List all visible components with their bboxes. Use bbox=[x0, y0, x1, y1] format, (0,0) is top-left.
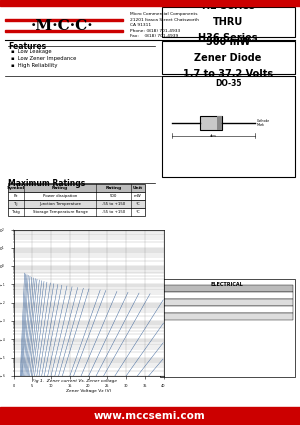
Bar bbox=[8, 200, 145, 208]
Bar bbox=[162, 306, 293, 313]
Bar bbox=[162, 7, 295, 37]
Text: DO-35: DO-35 bbox=[215, 79, 241, 88]
Text: 500: 500 bbox=[110, 194, 117, 198]
Text: www.mccsemi.com: www.mccsemi.com bbox=[94, 411, 206, 421]
Text: Tj: Tj bbox=[14, 202, 18, 206]
X-axis label: Zener Voltage Vz (V): Zener Voltage Vz (V) bbox=[66, 389, 111, 393]
Bar bbox=[5, 19, 123, 21]
Text: Pz: Pz bbox=[14, 194, 18, 198]
Text: H2 Series
THRU
H36 Series: H2 Series THRU H36 Series bbox=[198, 1, 258, 42]
Text: 500 mW
Zener Diode
1.7 to 37.2 Volts: 500 mW Zener Diode 1.7 to 37.2 Volts bbox=[183, 37, 273, 79]
Text: ·M·C·C·: ·M·C·C· bbox=[31, 19, 93, 33]
Text: Cathode
Mark: Cathode Mark bbox=[257, 119, 270, 128]
Text: Unit: Unit bbox=[133, 186, 143, 190]
Bar bbox=[162, 76, 295, 177]
Text: Power dissipation: Power dissipation bbox=[43, 194, 77, 198]
Text: ▪  Low Zener Impedance: ▪ Low Zener Impedance bbox=[11, 56, 76, 61]
Bar bbox=[200, 116, 222, 130]
Bar bbox=[0, 407, 300, 425]
Bar bbox=[162, 292, 293, 299]
Bar bbox=[5, 29, 123, 32]
Bar bbox=[162, 285, 293, 292]
Bar bbox=[160, 279, 295, 377]
Bar bbox=[162, 313, 293, 320]
Bar bbox=[8, 184, 145, 192]
Text: Junction Temperature: Junction Temperature bbox=[39, 202, 81, 206]
Text: Tstg: Tstg bbox=[12, 210, 20, 214]
Bar bbox=[217, 116, 222, 130]
Text: Rating: Rating bbox=[52, 186, 68, 190]
Text: mW: mW bbox=[134, 194, 142, 198]
Text: dim: dim bbox=[210, 134, 216, 138]
Text: Micro Commercial Components
21201 Itasca Street Chatsworth
CA 91311
Phone: (818): Micro Commercial Components 21201 Itasca… bbox=[130, 12, 199, 38]
Bar bbox=[0, 0, 300, 6]
Text: °C: °C bbox=[136, 202, 140, 206]
Text: ▪  Low Leakage: ▪ Low Leakage bbox=[11, 49, 52, 54]
Text: Rating: Rating bbox=[105, 186, 122, 190]
Bar bbox=[162, 41, 295, 74]
Text: ▪  High Reliability: ▪ High Reliability bbox=[11, 63, 58, 68]
Text: Fig 1.  Zener current Vs. Zener voltage: Fig 1. Zener current Vs. Zener voltage bbox=[32, 379, 118, 383]
Text: °C: °C bbox=[136, 210, 140, 214]
Bar bbox=[8, 192, 145, 200]
Text: -55 to +150: -55 to +150 bbox=[102, 210, 125, 214]
Text: Features: Features bbox=[8, 42, 46, 51]
Text: Symbol: Symbol bbox=[7, 186, 25, 190]
Text: Maximum Ratings: Maximum Ratings bbox=[8, 179, 85, 188]
Bar bbox=[8, 208, 145, 216]
Text: ELECTRICAL: ELECTRICAL bbox=[211, 282, 243, 287]
Bar bbox=[162, 299, 293, 306]
Text: Storage Temperature Range: Storage Temperature Range bbox=[33, 210, 87, 214]
Text: -55 to +150: -55 to +150 bbox=[102, 202, 125, 206]
